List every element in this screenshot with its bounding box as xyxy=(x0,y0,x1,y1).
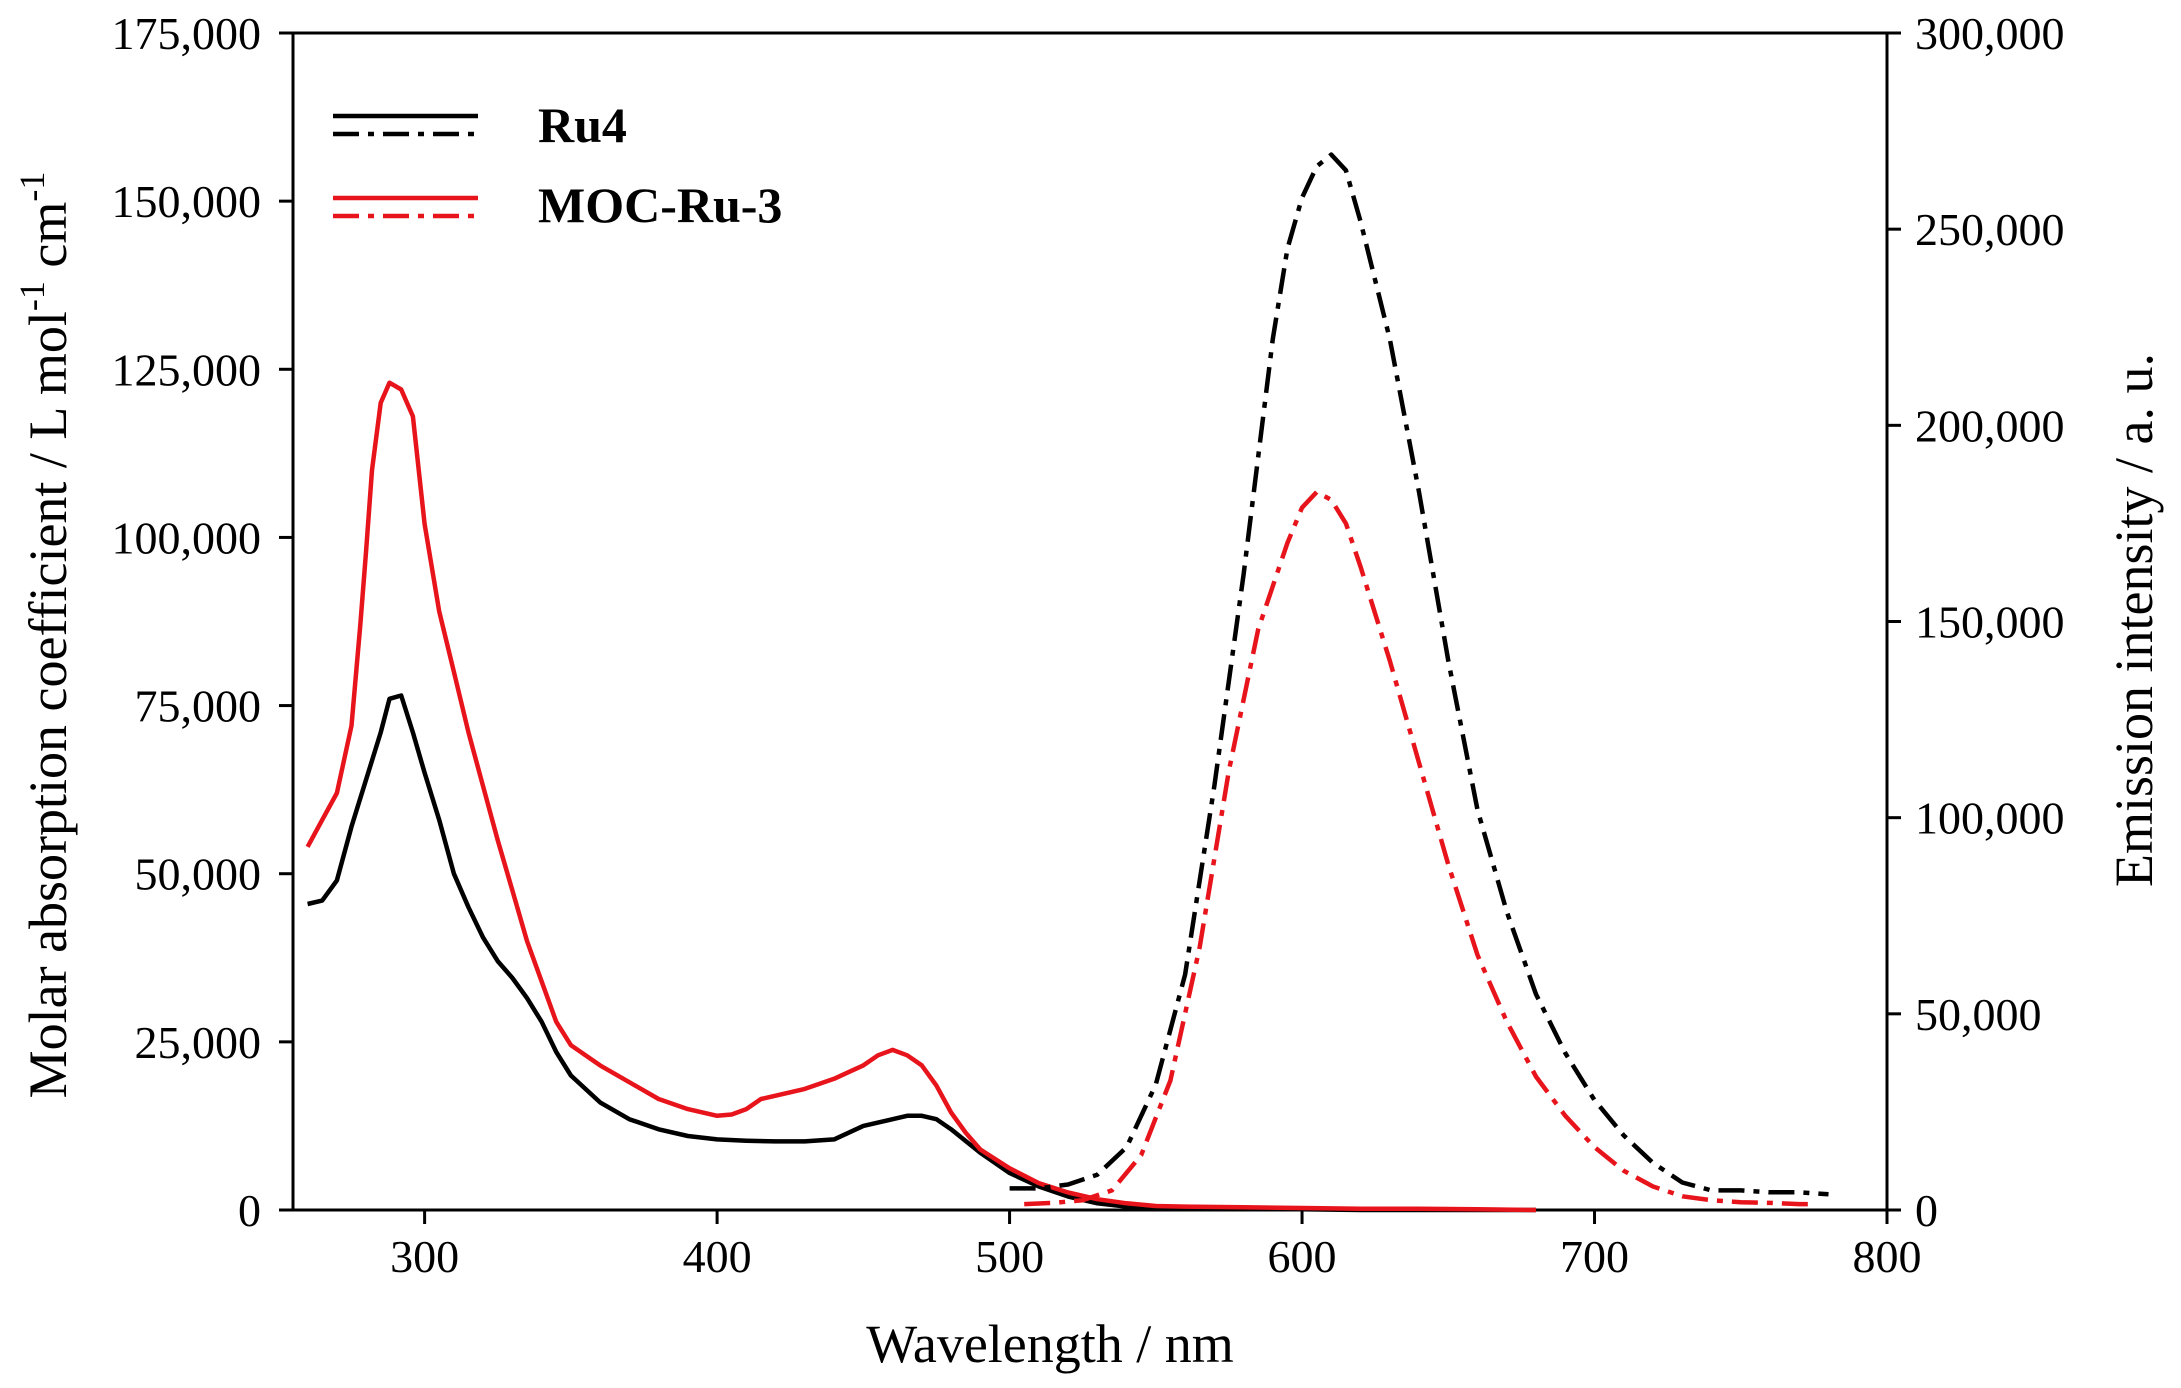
legend: Ru4 MOC-Ru-3 xyxy=(333,97,782,233)
series-moc-ru-3-emission xyxy=(1024,489,1814,1207)
right-y-axis: 0 50,000 100,000 150,000 200,000 250,000 300,0… xyxy=(1887,8,2065,1236)
plot-frame xyxy=(291,31,1889,1212)
x-axis: 300 400 500 600 700 800 xyxy=(390,1210,1922,1282)
left-y-tick-label: 125,000 xyxy=(112,344,262,395)
right-y-tick-label: 200,000 xyxy=(1915,400,2065,451)
right-y-tick-label: 150,000 xyxy=(1915,597,2065,648)
x-tick-label: 600 xyxy=(1268,1231,1337,1282)
legend-label-ru4: Ru4 xyxy=(538,97,627,153)
right-y-tick-label: 250,000 xyxy=(1915,204,2065,255)
left-y-tick-label: 50,000 xyxy=(135,849,262,900)
left-y-axis-title-exponent-2: -1 xyxy=(12,172,52,202)
right-y-tick-label: 50,000 xyxy=(1915,989,2042,1040)
x-tick-label: 400 xyxy=(683,1231,752,1282)
right-y-axis-title: Emission intensity / a. u. xyxy=(2104,353,2164,887)
x-tick-label: 800 xyxy=(1853,1231,1922,1282)
left-y-tick-label: 25,000 xyxy=(135,1017,262,1068)
left-y-tick-label: 150,000 xyxy=(112,176,262,227)
right-y-tick-label: 100,000 xyxy=(1915,793,2065,844)
left-y-tick-label: 100,000 xyxy=(112,512,262,563)
left-y-axis-title-exponent-1: -1 xyxy=(12,281,52,311)
legend-label-moc-ru-3: MOC-Ru-3 xyxy=(538,177,782,233)
left-y-tick-label: 175,000 xyxy=(112,8,262,59)
left-y-tick-label: 0 xyxy=(238,1185,261,1236)
x-axis-title: Wavelength / nm xyxy=(866,1314,1234,1374)
right-y-tick-label: 0 xyxy=(1915,1185,1938,1236)
left-y-tick-label: 75,000 xyxy=(135,681,262,732)
series-ru4-absorption xyxy=(307,693,1536,1213)
left-y-axis: 0 25,000 50,000 75,000 100,000 125,000 150,000… xyxy=(112,8,293,1236)
series-ru4-emission xyxy=(1009,152,1829,1197)
left-y-axis-title-main: Molar absorption coefficient / L mol xyxy=(18,311,78,1098)
series-moc-ru-3-absorption xyxy=(305,380,1537,1213)
series-layer xyxy=(305,152,1829,1213)
right-y-tick-label: 300,000 xyxy=(1915,8,2065,59)
x-tick-label: 300 xyxy=(390,1231,459,1282)
x-tick-label: 500 xyxy=(975,1231,1044,1282)
left-y-axis-title-unit: cm xyxy=(18,202,78,281)
x-tick-label: 700 xyxy=(1560,1231,1629,1282)
left-y-axis-title: Molar absorption coefficient / L mol-1 c… xyxy=(12,172,78,1099)
